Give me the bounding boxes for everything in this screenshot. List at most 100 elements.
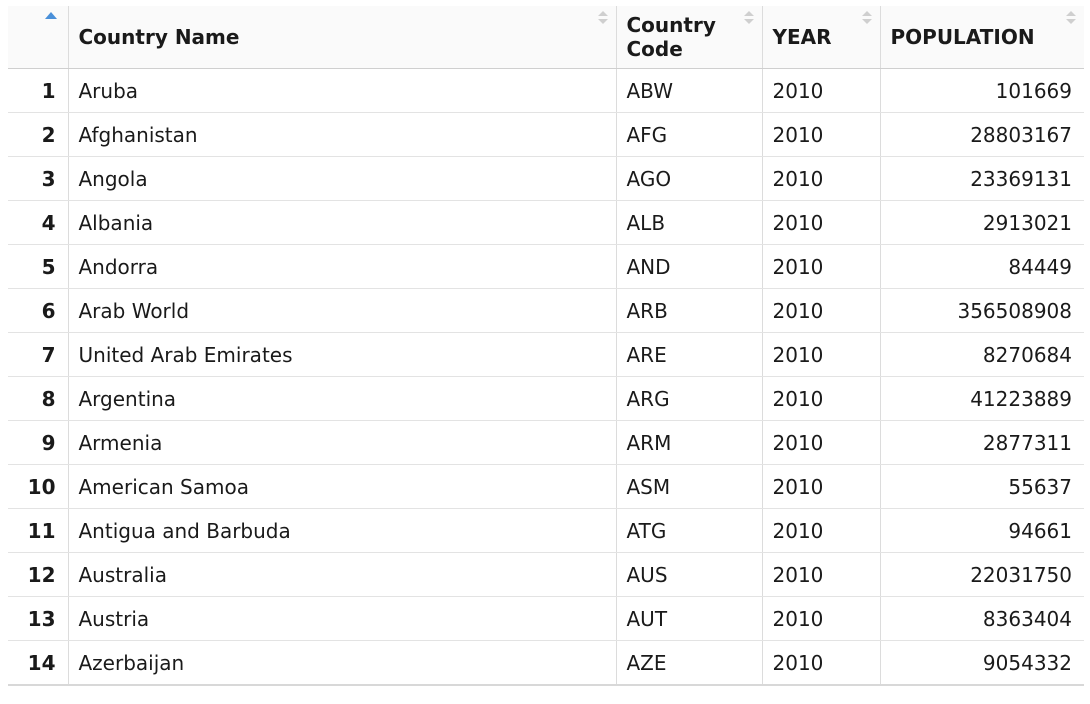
cell-year: 2010 [762, 420, 881, 465]
cell-country-name: Arab World [68, 288, 617, 333]
row-index: 1 [8, 68, 69, 113]
row-index: 2 [8, 112, 69, 157]
table-row[interactable]: 2 Afghanistan AFG 2010 28803167 [8, 112, 1084, 157]
table-header: Country Name Country Code YEAR POPULATIO… [8, 6, 1084, 69]
row-index: 11 [8, 508, 69, 553]
column-header-year[interactable]: YEAR [762, 6, 881, 69]
row-index: 13 [8, 596, 69, 641]
cell-country-name: Andorra [68, 244, 617, 289]
table-row[interactable]: 10 American Samoa ASM 2010 55637 [8, 464, 1084, 509]
table-row[interactable]: 3 Angola AGO 2010 23369131 [8, 156, 1084, 201]
row-index: 7 [8, 332, 69, 377]
cell-year: 2010 [762, 552, 881, 597]
table-row[interactable]: 14 Azerbaijan AZE 2010 9054332 [8, 640, 1084, 686]
cell-year: 2010 [762, 376, 881, 421]
cell-year: 2010 [762, 112, 881, 157]
row-index: 4 [8, 200, 69, 245]
cell-country-code: AUS [616, 552, 763, 597]
cell-country-code: AFG [616, 112, 763, 157]
cell-population: 22031750 [880, 552, 1084, 597]
cell-country-code: AND [616, 244, 763, 289]
cell-population: 55637 [880, 464, 1084, 509]
cell-population: 23369131 [880, 156, 1084, 201]
table-row[interactable]: 6 Arab World ARB 2010 356508908 [8, 288, 1084, 333]
cell-country-name: Argentina [68, 376, 617, 421]
cell-country-name: American Samoa [68, 464, 617, 509]
row-index: 12 [8, 552, 69, 597]
cell-year: 2010 [762, 244, 881, 289]
cell-country-code: AZE [616, 640, 763, 686]
column-header-country-code[interactable]: Country Code [616, 6, 763, 69]
cell-population: 9054332 [880, 640, 1084, 686]
column-header-label: YEAR [772, 25, 832, 49]
row-index: 9 [8, 420, 69, 465]
cell-year: 2010 [762, 68, 881, 113]
column-header-label: Country Name [78, 25, 240, 49]
cell-year: 2010 [762, 332, 881, 377]
cell-country-code: AUT [616, 596, 763, 641]
cell-population: 8363404 [880, 596, 1084, 641]
cell-country-name: Australia [68, 552, 617, 597]
sort-ascending-icon[interactable] [45, 12, 57, 19]
data-viewer: Country Name Country Code YEAR POPULATIO… [8, 6, 1084, 686]
column-header-index[interactable] [8, 6, 69, 69]
sort-icon[interactable] [597, 10, 608, 26]
cell-population: 41223889 [880, 376, 1084, 421]
cell-country-name: United Arab Emirates [68, 332, 617, 377]
cell-population: 28803167 [880, 112, 1084, 157]
table-row[interactable]: 12 Australia AUS 2010 22031750 [8, 552, 1084, 597]
cell-country-name: Azerbaijan [68, 640, 617, 686]
cell-country-code: ALB [616, 200, 763, 245]
column-header-label: POPULATION [890, 25, 1035, 49]
row-index: 3 [8, 156, 69, 201]
cell-year: 2010 [762, 464, 881, 509]
column-header-population[interactable]: POPULATION [880, 6, 1084, 69]
table-row[interactable]: 7 United Arab Emirates ARE 2010 8270684 [8, 332, 1084, 377]
cell-population: 2913021 [880, 200, 1084, 245]
row-index: 6 [8, 288, 69, 333]
cell-year: 2010 [762, 640, 881, 686]
row-index: 10 [8, 464, 69, 509]
cell-country-name: Aruba [68, 68, 617, 113]
cell-country-name: Austria [68, 596, 617, 641]
cell-year: 2010 [762, 288, 881, 333]
table-row[interactable]: 11 Antigua and Barbuda ATG 2010 94661 [8, 508, 1084, 553]
table-body: 1 Aruba ABW 2010 101669 2 Afghanistan AFG 2010 28… [8, 68, 1084, 686]
row-index: 5 [8, 244, 69, 289]
table-row[interactable]: 9 Armenia ARM 2010 2877311 [8, 420, 1084, 465]
table-row[interactable]: 5 Andorra AND 2010 84449 [8, 244, 1084, 289]
cell-country-name: Afghanistan [68, 112, 617, 157]
cell-year: 2010 [762, 200, 881, 245]
cell-year: 2010 [762, 508, 881, 553]
column-header-label: Country Code [626, 13, 716, 61]
cell-population: 101669 [880, 68, 1084, 113]
cell-population: 8270684 [880, 332, 1084, 377]
cell-country-code: ARB [616, 288, 763, 333]
cell-country-code: ASM [616, 464, 763, 509]
table-row[interactable]: 4 Albania ALB 2010 2913021 [8, 200, 1084, 245]
table-row[interactable]: 1 Aruba ABW 2010 101669 [8, 68, 1084, 113]
cell-country-name: Albania [68, 200, 617, 245]
cell-country-code: AGO [616, 156, 763, 201]
cell-population: 356508908 [880, 288, 1084, 333]
data-table: Country Name Country Code YEAR POPULATIO… [8, 6, 1084, 686]
cell-country-name: Angola [68, 156, 617, 201]
cell-population: 84449 [880, 244, 1084, 289]
table-row[interactable]: 8 Argentina ARG 2010 41223889 [8, 376, 1084, 421]
table-row[interactable]: 13 Austria AUT 2010 8363404 [8, 596, 1084, 641]
cell-country-name: Armenia [68, 420, 617, 465]
cell-country-code: ARG [616, 376, 763, 421]
cell-population: 2877311 [880, 420, 1084, 465]
cell-country-code: ABW [616, 68, 763, 113]
row-index: 14 [8, 640, 69, 686]
column-header-country-name[interactable]: Country Name [68, 6, 617, 69]
cell-year: 2010 [762, 156, 881, 201]
sort-icon[interactable] [743, 10, 754, 26]
sort-icon[interactable] [861, 10, 872, 26]
cell-country-name: Antigua and Barbuda [68, 508, 617, 553]
cell-population: 94661 [880, 508, 1084, 553]
cell-year: 2010 [762, 596, 881, 641]
cell-country-code: ARE [616, 332, 763, 377]
sort-icon[interactable] [1066, 10, 1076, 26]
cell-country-code: ARM [616, 420, 763, 465]
